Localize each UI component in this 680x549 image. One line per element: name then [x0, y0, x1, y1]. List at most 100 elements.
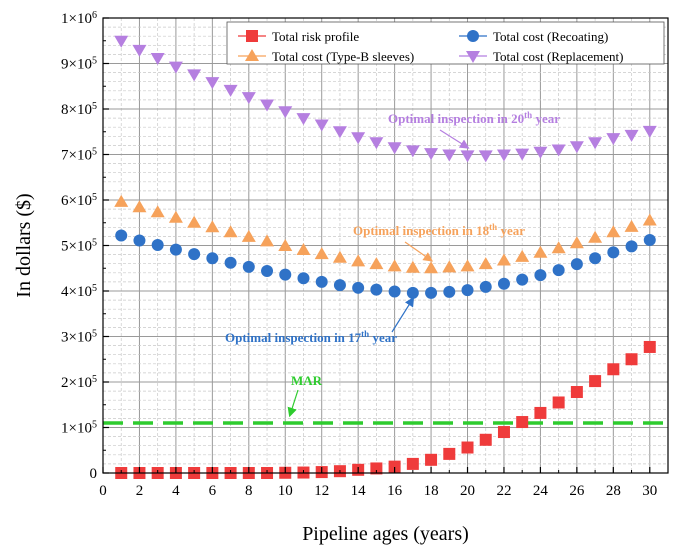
x-tick-label: 26 [569, 483, 585, 499]
series-2 [115, 229, 656, 299]
data-point [168, 210, 183, 223]
data-point [625, 240, 638, 253]
legend-label: Total cost (Type-B sleeves) [272, 49, 414, 64]
data-point [132, 200, 147, 213]
data-point [589, 375, 602, 388]
data-point [479, 280, 492, 293]
y-tick-label: 6×105 [61, 192, 97, 210]
y-tick-label: 5×105 [61, 237, 97, 255]
data-point [497, 277, 510, 290]
data-point [497, 426, 510, 439]
data-point [278, 106, 293, 119]
x-tick-label: 28 [606, 483, 621, 499]
y-tick-label: 9×105 [61, 55, 97, 73]
data-point [642, 213, 657, 226]
data-point [534, 406, 547, 419]
data-point [388, 285, 401, 298]
data-point [624, 219, 639, 232]
data-point [515, 148, 530, 161]
data-point [643, 234, 656, 247]
y-tick-label: 4×105 [61, 283, 97, 301]
x-tick-label: 14 [351, 483, 367, 499]
y-tick-label: 3×105 [61, 328, 97, 346]
data-point [279, 268, 292, 281]
data-point [261, 264, 274, 277]
data-point [516, 273, 529, 286]
data-point [496, 253, 511, 266]
data-point [205, 77, 220, 90]
data-point [369, 257, 384, 270]
x-tick-label: 22 [496, 483, 511, 499]
data-point [467, 30, 479, 42]
data-point [332, 126, 347, 139]
data-point [260, 234, 275, 247]
data-point [168, 61, 183, 74]
data-point [466, 51, 480, 63]
x-tick-label: 8 [245, 483, 253, 499]
x-axis-title: Pipeline ages (years) [302, 523, 469, 545]
data-point [114, 35, 129, 48]
data-point [569, 141, 584, 154]
data-point [533, 245, 548, 258]
data-point [425, 286, 438, 299]
data-point [388, 460, 401, 473]
data-point [133, 234, 146, 247]
legend-label: Total cost (Recoating) [493, 29, 608, 44]
data-point [460, 150, 475, 163]
x-tick-label: 4 [172, 483, 180, 499]
data-point [534, 269, 547, 282]
data-point [552, 396, 565, 409]
x-tick-label: 24 [533, 483, 549, 499]
x-tick-label: 0 [99, 483, 107, 499]
data-point [132, 44, 147, 57]
data-point [624, 129, 639, 142]
data-point [115, 229, 128, 242]
x-tick-label: 10 [278, 483, 293, 499]
data-point [150, 205, 165, 218]
data-point [642, 125, 657, 138]
annotation-arrow [404, 241, 434, 262]
data-point [479, 433, 492, 446]
data-point [443, 447, 456, 460]
data-point [516, 416, 529, 429]
y-tick-label: 1×105 [61, 419, 97, 437]
data-point [314, 247, 329, 260]
x-tick-label: 18 [424, 483, 439, 499]
data-point [387, 259, 402, 272]
data-point [206, 252, 219, 265]
data-point [296, 243, 311, 256]
data-point [461, 441, 474, 454]
y-tick-label: 1×106 [61, 10, 97, 28]
data-point [533, 146, 548, 159]
data-point [387, 142, 402, 155]
data-point [588, 230, 603, 243]
data-point [223, 84, 238, 97]
grid [103, 18, 668, 473]
data-point [424, 261, 439, 274]
data-point [314, 119, 329, 132]
data-point [315, 275, 328, 288]
legend-label: Total risk profile [272, 29, 359, 44]
x-tick-label: 30 [642, 483, 657, 499]
data-point [406, 286, 419, 299]
data-point [223, 225, 238, 238]
legend-box [226, 21, 665, 65]
mar-arrow [287, 389, 299, 418]
data-point [169, 243, 182, 256]
y-tick-label: 7×105 [61, 146, 97, 164]
series-3 [114, 194, 657, 274]
data-point [351, 132, 366, 145]
data-point [352, 281, 365, 294]
data-point [569, 236, 584, 249]
x-tick-label: 6 [209, 483, 217, 499]
data-point [297, 272, 310, 285]
data-point [241, 229, 256, 242]
data-point [607, 246, 620, 259]
legend-label: Total cost (Replacement) [493, 49, 623, 64]
data-point [551, 241, 566, 254]
data-point [425, 453, 438, 466]
data-point [351, 254, 366, 267]
data-point [589, 252, 602, 265]
